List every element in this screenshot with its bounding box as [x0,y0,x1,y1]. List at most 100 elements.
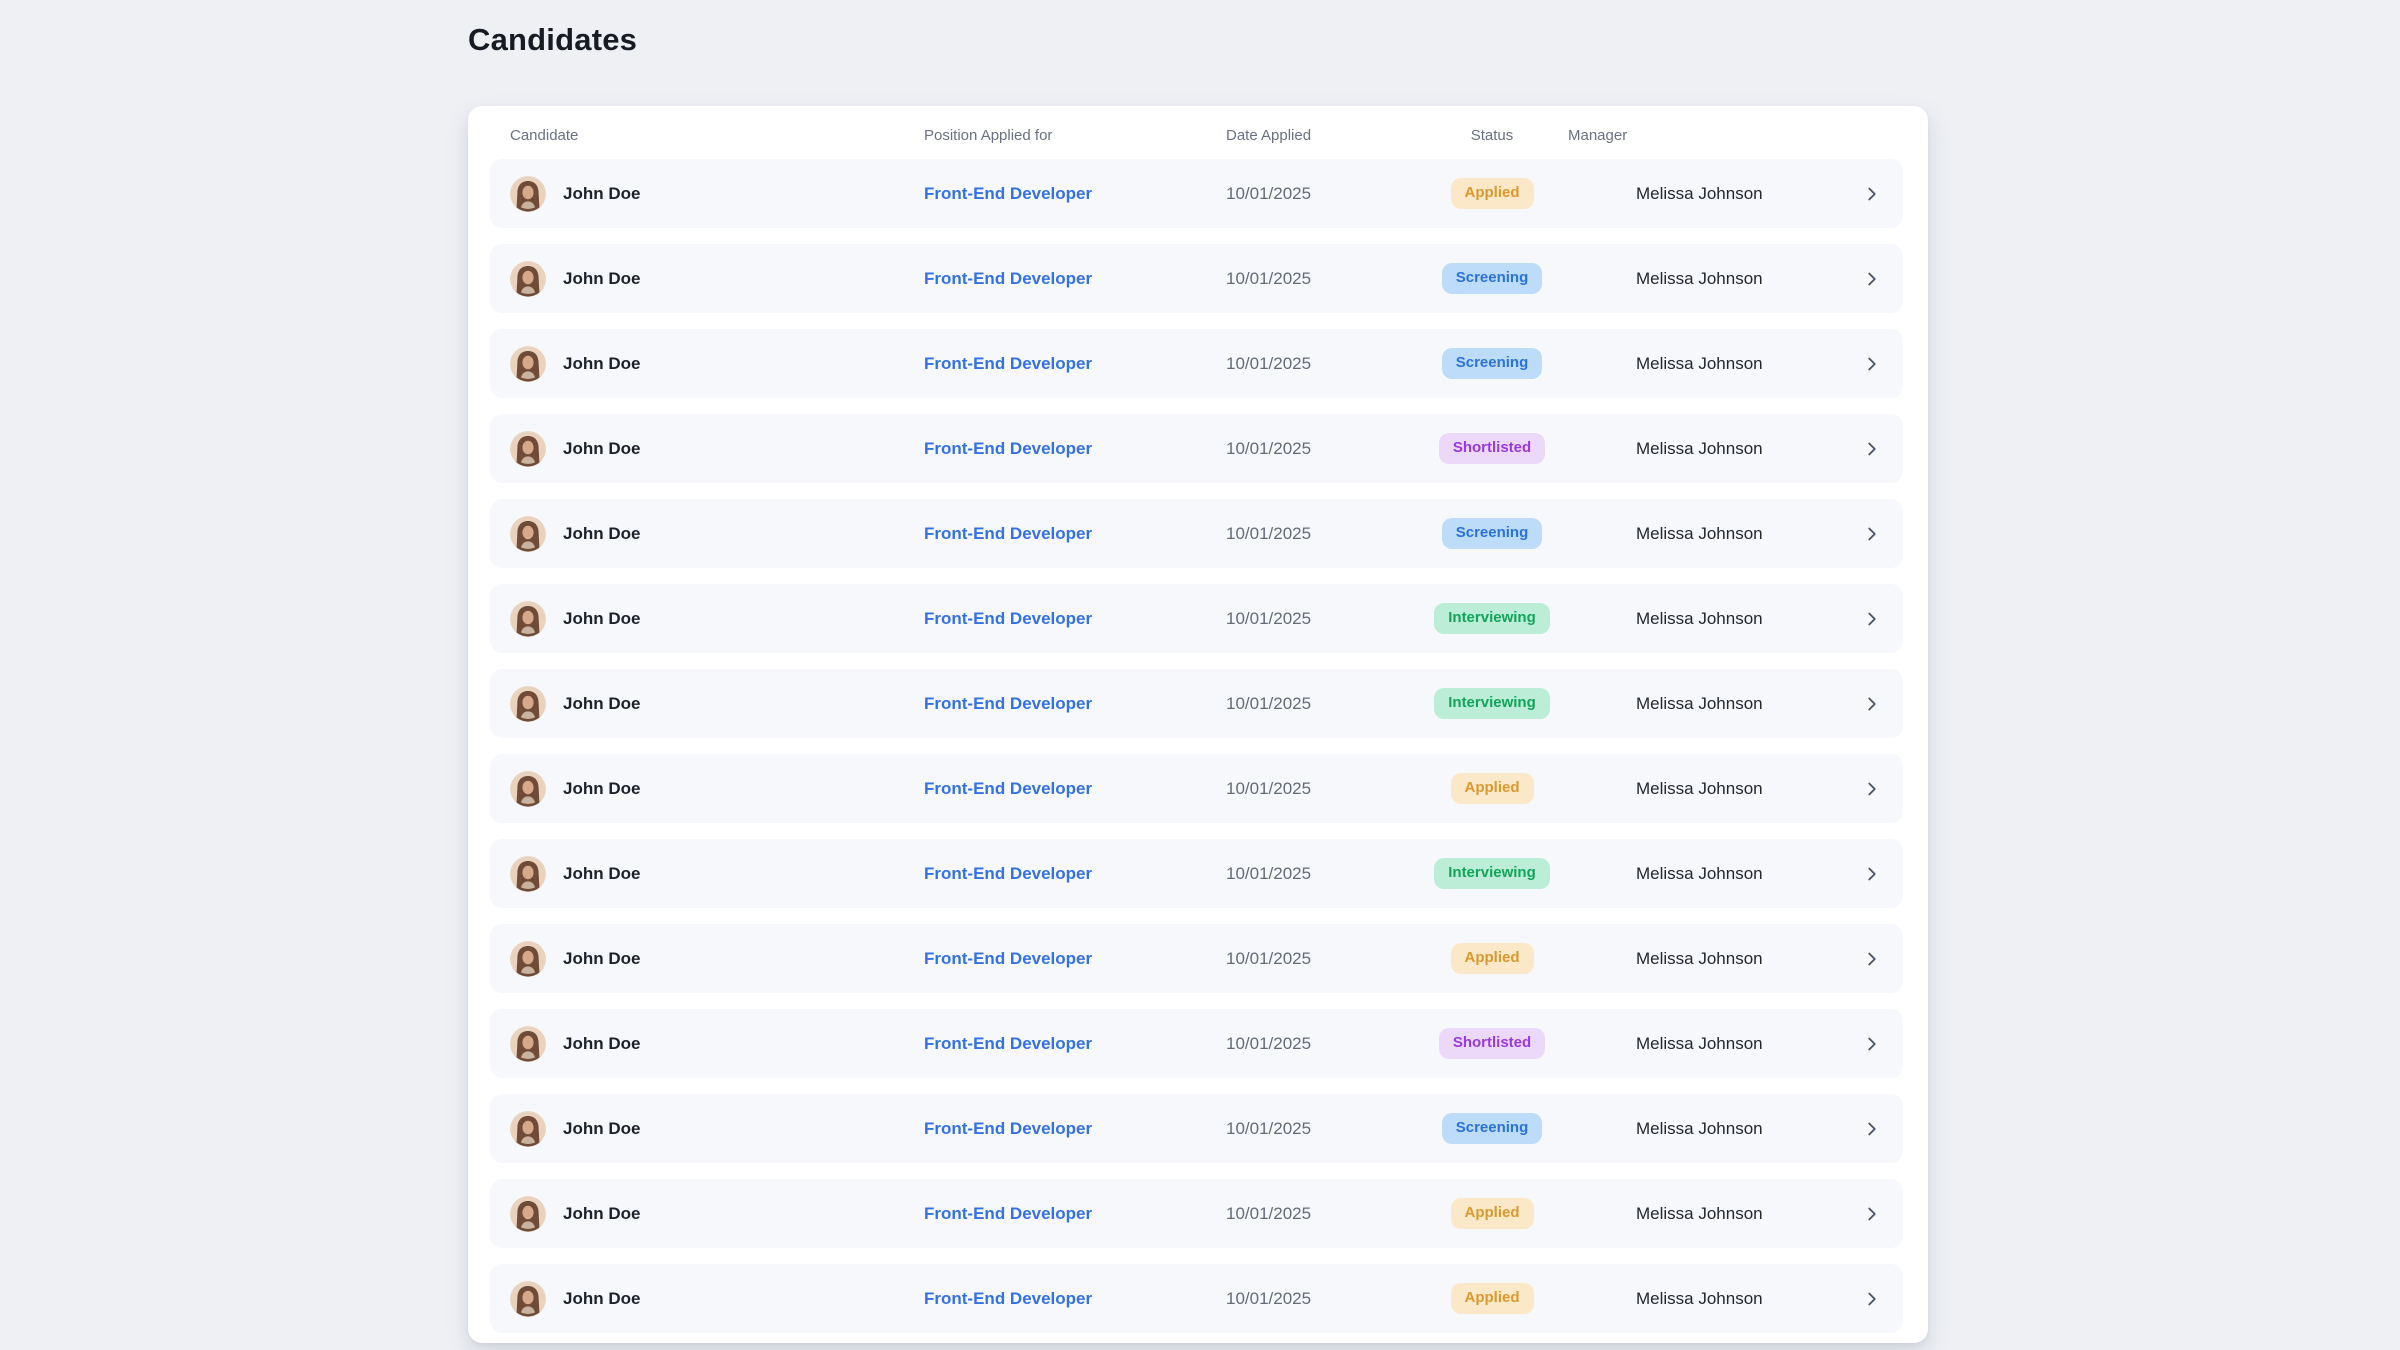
status-cell: Screening [1416,348,1568,379]
status-badge: Applied [1450,1198,1534,1229]
chevron-right-icon[interactable] [1853,353,1883,375]
manager-name: Melissa Johnson [1636,1203,1763,1223]
status-cell: Applied [1416,178,1568,209]
chevron-right-icon[interactable] [1853,438,1883,460]
candidate-name: John Doe [563,1033,641,1053]
position-link[interactable]: Front-End Developer [924,1288,1093,1308]
date-applied: 10/01/2025 [1226,1203,1312,1223]
manager-name: Melissa Johnson [1636,693,1763,713]
candidate-cell: John Doe [510,1110,924,1147]
avatar [510,175,546,212]
status-badge: Applied [1450,178,1534,209]
chevron-right-icon[interactable] [1853,1033,1883,1055]
column-header-candidate: Candidate [510,127,579,144]
status-badge: Interviewing [1434,688,1550,719]
candidate-name: John Doe [563,268,641,288]
date-applied: 10/01/2025 [1226,948,1312,968]
chevron-right-icon[interactable] [1853,693,1883,715]
candidate-name: John Doe [563,183,641,203]
candidate-cell: John Doe [510,1025,924,1062]
position-link[interactable]: Front-End Developer [924,1118,1093,1138]
position-cell: Front-End Developer [924,864,1226,884]
avatar [510,260,546,297]
candidate-name: John Doe [563,948,641,968]
position-link[interactable]: Front-End Developer [924,693,1093,713]
avatar [510,1195,546,1232]
avatar [510,515,546,552]
status-cell: Screening [1416,1113,1568,1144]
table-row[interactable]: John Doe Front-End Developer 10/01/2025 … [490,1094,1903,1163]
column-header-status: Status [1470,127,1514,144]
position-link[interactable]: Front-End Developer [924,948,1093,968]
status-badge: Applied [1450,943,1534,974]
position-link[interactable]: Front-End Developer [924,268,1093,288]
avatar [510,345,546,382]
chevron-right-icon[interactable] [1853,608,1883,630]
table-row[interactable]: John Doe Front-End Developer 10/01/2025 … [490,414,1903,483]
status-badge: Screening [1441,348,1543,379]
chevron-right-icon[interactable] [1853,1288,1883,1310]
position-link[interactable]: Front-End Developer [924,183,1093,203]
status-cell: Applied [1416,943,1568,974]
candidate-name: John Doe [563,523,641,543]
candidate-name: John Doe [563,1203,641,1223]
date-applied: 10/01/2025 [1226,353,1312,373]
position-link[interactable]: Front-End Developer [924,608,1093,628]
table-row[interactable]: John Doe Front-End Developer 10/01/2025 … [490,329,1903,398]
status-badge: Applied [1450,1283,1534,1314]
table-row[interactable]: John Doe Front-End Developer 10/01/2025 … [490,1264,1903,1333]
table-row[interactable]: John Doe Front-End Developer 10/01/2025 … [490,584,1903,653]
table-row[interactable]: John Doe Front-End Developer 10/01/2025 … [490,924,1903,993]
table-row[interactable]: John Doe Front-End Developer 10/01/2025 … [490,754,1903,823]
candidates-card: Candidate Position Applied for Date Applie… [468,106,1928,1343]
status-cell: Shortlisted [1416,1028,1568,1059]
position-link[interactable]: Front-End Developer [924,863,1093,883]
chevron-right-icon[interactable] [1853,183,1883,205]
candidate-name: John Doe [563,608,641,628]
position-cell: Front-End Developer [924,184,1226,204]
page-title: Candidates [468,22,638,57]
table-row[interactable]: John Doe Front-End Developer 10/01/2025 … [490,839,1903,908]
candidate-cell: John Doe [510,600,924,637]
position-cell: Front-End Developer [924,1204,1226,1224]
table-row[interactable]: John Doe Front-End Developer 10/01/2025 … [490,669,1903,738]
manager-name: Melissa Johnson [1636,608,1763,628]
chevron-right-icon[interactable] [1853,863,1883,885]
table-row[interactable]: John Doe Front-End Developer 10/01/2025 … [490,159,1903,228]
candidate-cell: John Doe [510,685,924,722]
position-link[interactable]: Front-End Developer [924,523,1093,543]
table-row[interactable]: John Doe Front-End Developer 10/01/2025 … [490,244,1903,313]
manager-name: Melissa Johnson [1636,523,1763,543]
avatar [510,940,546,977]
chevron-right-icon[interactable] [1853,948,1883,970]
table-row[interactable]: John Doe Front-End Developer 10/01/2025 … [490,1009,1903,1078]
position-link[interactable]: Front-End Developer [924,778,1093,798]
manager-name: Melissa Johnson [1636,438,1763,458]
chevron-right-icon[interactable] [1853,1118,1883,1140]
candidate-name: John Doe [563,863,641,883]
column-header-manager: Manager [1568,127,1628,144]
chevron-right-icon[interactable] [1853,268,1883,290]
position-link[interactable]: Front-End Developer [924,438,1093,458]
position-link[interactable]: Front-End Developer [924,1033,1093,1053]
status-cell: Screening [1416,263,1568,294]
table-row[interactable]: John Doe Front-End Developer 10/01/2025 … [490,499,1903,568]
position-link[interactable]: Front-End Developer [924,1203,1093,1223]
chevron-right-icon[interactable] [1853,523,1883,545]
candidate-name: John Doe [563,1118,641,1138]
position-link[interactable]: Front-End Developer [924,353,1093,373]
chevron-right-icon[interactable] [1853,1203,1883,1225]
candidate-name: John Doe [563,1288,641,1308]
table-row[interactable]: John Doe Front-End Developer 10/01/2025 … [490,1179,1903,1248]
status-cell: Applied [1416,1198,1568,1229]
position-cell: Front-End Developer [924,609,1226,629]
candidate-name: John Doe [563,693,641,713]
position-cell: Front-End Developer [924,354,1226,374]
chevron-right-icon[interactable] [1853,778,1883,800]
manager-name: Melissa Johnson [1636,1033,1763,1053]
avatar [510,1280,546,1317]
status-badge: Interviewing [1434,858,1550,889]
avatar [510,770,546,807]
candidate-cell: John Doe [510,430,924,467]
